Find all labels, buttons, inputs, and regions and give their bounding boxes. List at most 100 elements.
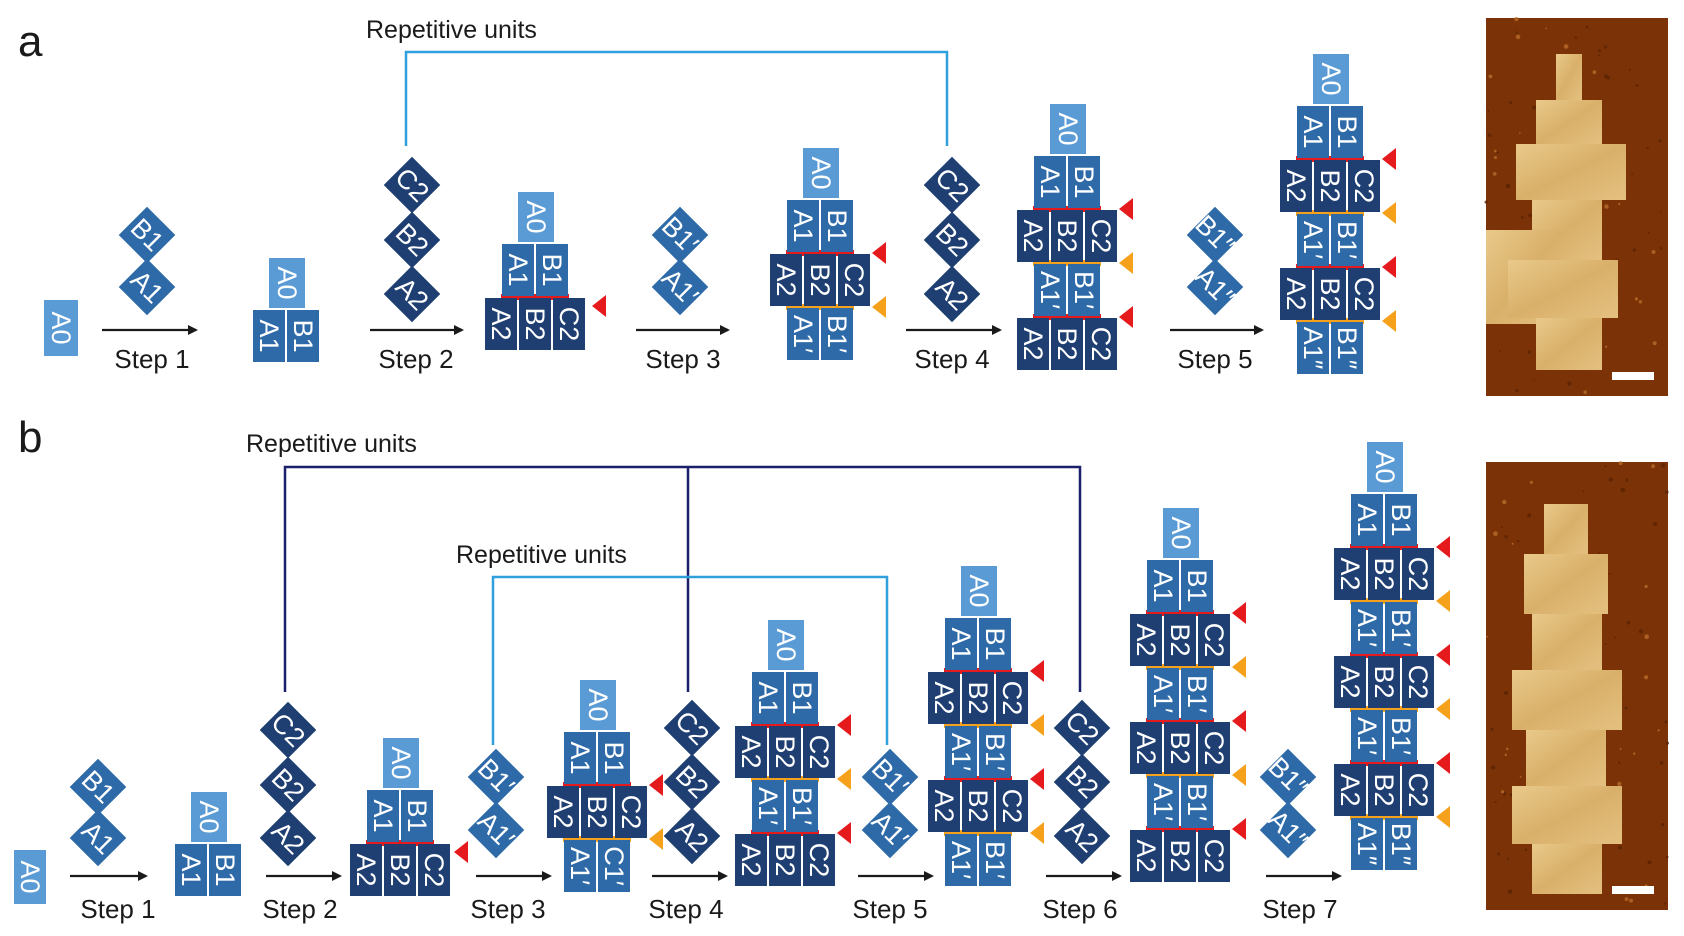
tile-b-st35-A1p: A1′ xyxy=(564,840,596,892)
tile-b-st55-A1p: A1′ xyxy=(945,726,977,778)
step-label-b-6: Step 6 xyxy=(1042,894,1117,924)
marker-b-st64 xyxy=(1232,656,1246,678)
svg-text:A2: A2 xyxy=(1281,277,1311,310)
tile-b-st70-a0: A0 xyxy=(1367,442,1403,492)
seam-a-st44 xyxy=(1033,260,1101,266)
tile-b-st31-B1: B1 xyxy=(598,732,630,784)
afm-image-b xyxy=(1486,461,1669,910)
marker-b-st56 xyxy=(1030,768,1044,790)
loose-tile-b-s1-a1: A1 xyxy=(69,809,127,867)
tile-b-st67-C2: C2 xyxy=(1198,722,1230,774)
svg-text:A1: A1 xyxy=(946,627,976,660)
svg-text:B1: B1 xyxy=(1386,503,1416,536)
tile-b-st713-A1pp: A1″ xyxy=(1351,818,1383,870)
svg-text:A0: A0 xyxy=(583,688,613,721)
svg-text:C2: C2 xyxy=(1403,557,1433,592)
svg-text:B1: B1 xyxy=(599,741,629,774)
svg-text:C2: C2 xyxy=(1086,219,1116,254)
tile-a-st35-A1p: A1′ xyxy=(787,308,819,360)
step-label-a-2: Step 2 xyxy=(378,344,453,374)
svg-text:B1: B1 xyxy=(210,853,240,886)
tile-a-st45-A1p: A1′ xyxy=(1034,264,1066,316)
tile-a-st23-C2: C2 xyxy=(553,298,585,350)
svg-text:B1′: B1′ xyxy=(1332,221,1362,259)
svg-text:A2: A2 xyxy=(1335,773,1365,806)
loose-tile-b-s7-b1: B1″ xyxy=(1259,748,1317,806)
tile-a-st21-A1: A1 xyxy=(502,244,534,296)
loose-tile-b-s2-b2: B2 xyxy=(259,756,317,814)
svg-text:A1′: A1′ xyxy=(946,733,976,771)
loose-tile-b-s3-b1: B1′ xyxy=(467,748,525,806)
tile-b-st23-A2: A2 xyxy=(350,844,382,896)
svg-text:A0: A0 xyxy=(771,628,801,661)
svg-text:A1″: A1″ xyxy=(1298,327,1328,370)
tile-b-st67-A2: A2 xyxy=(1130,722,1162,774)
bracket-label-b-dark: Repetitive units xyxy=(246,430,417,458)
svg-text:C1′: C1′ xyxy=(599,846,629,886)
svg-text:A1′: A1′ xyxy=(656,263,704,311)
marker-a-st52 xyxy=(1382,148,1396,170)
tile-a-st51-B1: B1 xyxy=(1331,106,1363,158)
tile-b-st50-a0: A0 xyxy=(961,566,997,616)
tile-b-st57-B2: B2 xyxy=(962,780,994,832)
tile-b-st20-a0: A0 xyxy=(383,738,419,788)
tile-a-st53-B2: B2 xyxy=(1314,160,1346,212)
svg-text:A1′: A1′ xyxy=(1298,221,1328,259)
tile-b-st63-A2: A2 xyxy=(1130,614,1162,666)
svg-text:C2: C2 xyxy=(1403,773,1433,808)
step-label-b-3: Step 3 xyxy=(470,894,545,924)
tile-b-st11-B1: B1 xyxy=(209,844,241,896)
svg-text:A1″: A1″ xyxy=(1262,804,1314,856)
svg-text:C2: C2 xyxy=(669,705,715,751)
svg-text:C2: C2 xyxy=(1199,839,1229,874)
svg-text:A2: A2 xyxy=(390,272,435,317)
seam-a-st42 xyxy=(1033,206,1101,212)
marker-a-st42 xyxy=(1119,198,1133,220)
tile-a-st45-B1p: B1′ xyxy=(1068,264,1100,316)
marker-b-st44 xyxy=(837,768,851,790)
seam-b-st32 xyxy=(563,782,631,788)
svg-text:B2: B2 xyxy=(1315,169,1345,202)
panel-letter-a: a xyxy=(18,17,43,66)
svg-text:B2: B2 xyxy=(1315,277,1345,310)
tile-b-st65-A1p: A1′ xyxy=(1147,668,1179,720)
step-label-b-5: Step 5 xyxy=(852,894,927,924)
svg-text:C2: C2 xyxy=(997,789,1027,824)
svg-text:A1: A1 xyxy=(1035,165,1065,198)
svg-text:A1′: A1′ xyxy=(866,806,914,854)
loose-tile-b-s1-b1: B1 xyxy=(69,758,127,816)
loose-tile-b-s2-a2: A2 xyxy=(259,809,317,867)
loose-tile-b-s3-a1: A1′ xyxy=(467,801,525,859)
marker-b-st58 xyxy=(1030,822,1044,844)
tile-b-st59-A1p: A1′ xyxy=(945,834,977,886)
seam-b-st56 xyxy=(944,776,1012,782)
svg-text:B1′: B1′ xyxy=(980,841,1010,879)
tile-a-st57-B2: B2 xyxy=(1314,268,1346,320)
loose-tile-a-s4-c2: C2 xyxy=(923,156,981,214)
svg-text:A1′: A1′ xyxy=(1148,783,1178,821)
svg-text:A1: A1 xyxy=(788,209,818,242)
panel-letter-b: b xyxy=(18,413,42,462)
seam-b-st64 xyxy=(1146,664,1214,670)
tile-b-st611-B2: B2 xyxy=(1164,830,1196,882)
seam-a-st46 xyxy=(1033,314,1101,320)
svg-text:A1″: A1″ xyxy=(1189,261,1241,313)
svg-text:A2: A2 xyxy=(736,843,766,876)
marker-a-st56 xyxy=(1382,256,1396,278)
svg-text:A1′: A1′ xyxy=(1352,717,1382,755)
svg-text:B2: B2 xyxy=(1052,219,1082,252)
tile-b-st73-C2: C2 xyxy=(1402,548,1434,600)
marker-b-st46 xyxy=(837,822,851,844)
seam-b-st76 xyxy=(1350,652,1418,658)
svg-text:B1: B1 xyxy=(1182,569,1212,602)
svg-text:A2: A2 xyxy=(1018,219,1048,252)
tile-a-st53-A2: A2 xyxy=(1280,160,1312,212)
tile-b-start-a0: A0 xyxy=(14,850,46,904)
tile-a-st33-B2: B2 xyxy=(804,254,836,306)
tile-b-st41-B1: B1 xyxy=(786,672,818,724)
svg-text:A0: A0 xyxy=(194,800,224,833)
tile-b-st45-B1p: B1′ xyxy=(786,780,818,832)
svg-text:A1: A1 xyxy=(1148,569,1178,602)
tile-b-st611-C2: C2 xyxy=(1198,830,1230,882)
svg-text:C2: C2 xyxy=(839,263,869,298)
